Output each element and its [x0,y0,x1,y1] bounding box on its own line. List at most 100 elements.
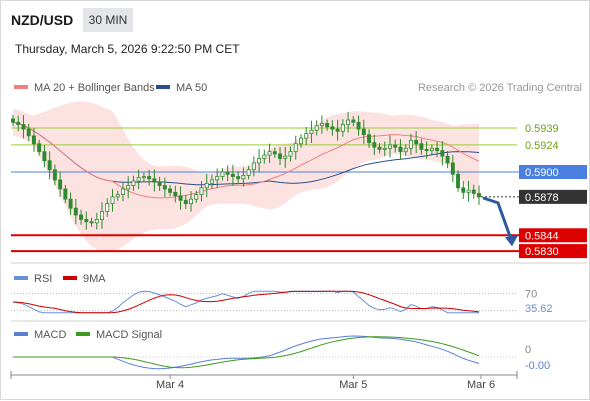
candle-body [157,181,162,186]
candle-body [477,193,481,198]
candle-body [162,185,167,190]
candle-body [278,153,283,159]
candle-body [450,162,455,175]
candle-body [73,207,78,216]
candle-body [293,143,298,153]
candle-body [79,214,84,220]
macd-signal-legend-swatch [76,332,90,336]
candle-body [429,147,434,151]
candle-body [403,147,408,153]
candle-body [393,144,398,148]
candle-body [382,147,387,150]
candle-body [440,150,445,157]
timeframe-button[interactable]: 30 MIN [83,8,133,32]
candle-body [58,179,63,190]
candle-body [178,195,183,201]
macd-legend-swatch [14,332,28,336]
candle-body [424,149,429,152]
candle-body [131,180,136,186]
current-price-label: 0.5878 [525,192,559,204]
support-1-tag [519,228,587,243]
candle-body [26,128,31,137]
x-tick-label: Mar 5 [339,379,367,391]
ma20-legend-swatch [14,85,28,89]
candle-body [335,128,340,132]
candle-body [230,173,235,177]
ma50-legend-label: MA 50 [176,82,207,94]
forecast-arrow [482,196,513,240]
candle-body [215,176,220,181]
candle-body [94,219,99,224]
candle-body [408,139,413,149]
candle-body [110,196,115,205]
candle-body [199,187,204,196]
rsi-legend-label: RSI [34,273,52,285]
candle-body [47,160,52,171]
candle-body [141,176,146,179]
candle-body [435,147,440,151]
resistance-1-label: 0.5924 [525,140,559,152]
macd-value-label: -0.00 [525,360,550,372]
candle-body [304,133,309,139]
candle-body [414,139,419,145]
candle-body [461,187,466,193]
forecast-arrowhead [505,235,518,247]
price-panel: 0.5939 0.5924 0.5900 0.5844 0.5830 0.5878 [11,101,587,259]
candle-body [325,123,330,128]
bollinger-band [13,101,479,252]
rsi-value-label: 35.62 [525,303,553,315]
ma20-line [12,121,480,199]
candle-body [100,211,104,220]
macd-zero-label: 0 [525,344,531,356]
candle-body [367,134,372,144]
candle-body [241,174,246,180]
candle-body [456,173,461,189]
support-1-label: 0.5844 [525,230,559,242]
candle-body [314,125,319,131]
candle-body [471,189,476,194]
pivot-label: 0.5900 [525,167,559,179]
candle-body [251,162,256,171]
candle-body [346,119,351,125]
rsi-ma-line [12,290,480,314]
candle-body [189,198,193,205]
candle-body [89,221,94,224]
macd-panel: 0 -0.00 [11,335,550,372]
support-2-tag [519,244,587,259]
candle-body [225,171,230,175]
candle-body [356,121,361,130]
macd-line [13,335,480,370]
candle-body [388,144,392,149]
candle-body [445,155,450,164]
candle-body [105,203,110,212]
candle-body [257,158,262,164]
candle-body [351,119,356,123]
candle-body [136,177,141,182]
symbol-title: NZD/USD [11,12,74,28]
timestamp: Thursday, March 5, 2026 9:22:50 PM CET [15,42,240,56]
candle-body [173,191,178,197]
candle-body [319,123,324,127]
macd-signal-legend-label: MACD Signal [96,329,162,341]
candle-body [267,151,272,156]
candle-body [377,146,382,150]
support-2-label: 0.5830 [525,246,559,258]
candle-body [209,179,214,184]
rsi-ma-legend-label: 9MA [83,273,106,285]
candle-body [84,219,89,223]
candle-body [68,198,73,209]
candle-body [21,124,26,130]
candle-body [299,137,303,145]
candle-body [31,135,36,145]
candle-body [288,151,293,157]
x-axis: Mar 4 Mar 5 Mar 6 [10,371,518,391]
current-price-tag [519,189,587,204]
rsi-legend-swatch [14,276,28,280]
ma20-legend-label: MA 20 + Bollinger Bands [34,82,155,94]
candle-body [42,151,47,162]
candle-body [204,182,209,189]
candle-body [120,188,125,196]
candle-body [262,154,267,159]
